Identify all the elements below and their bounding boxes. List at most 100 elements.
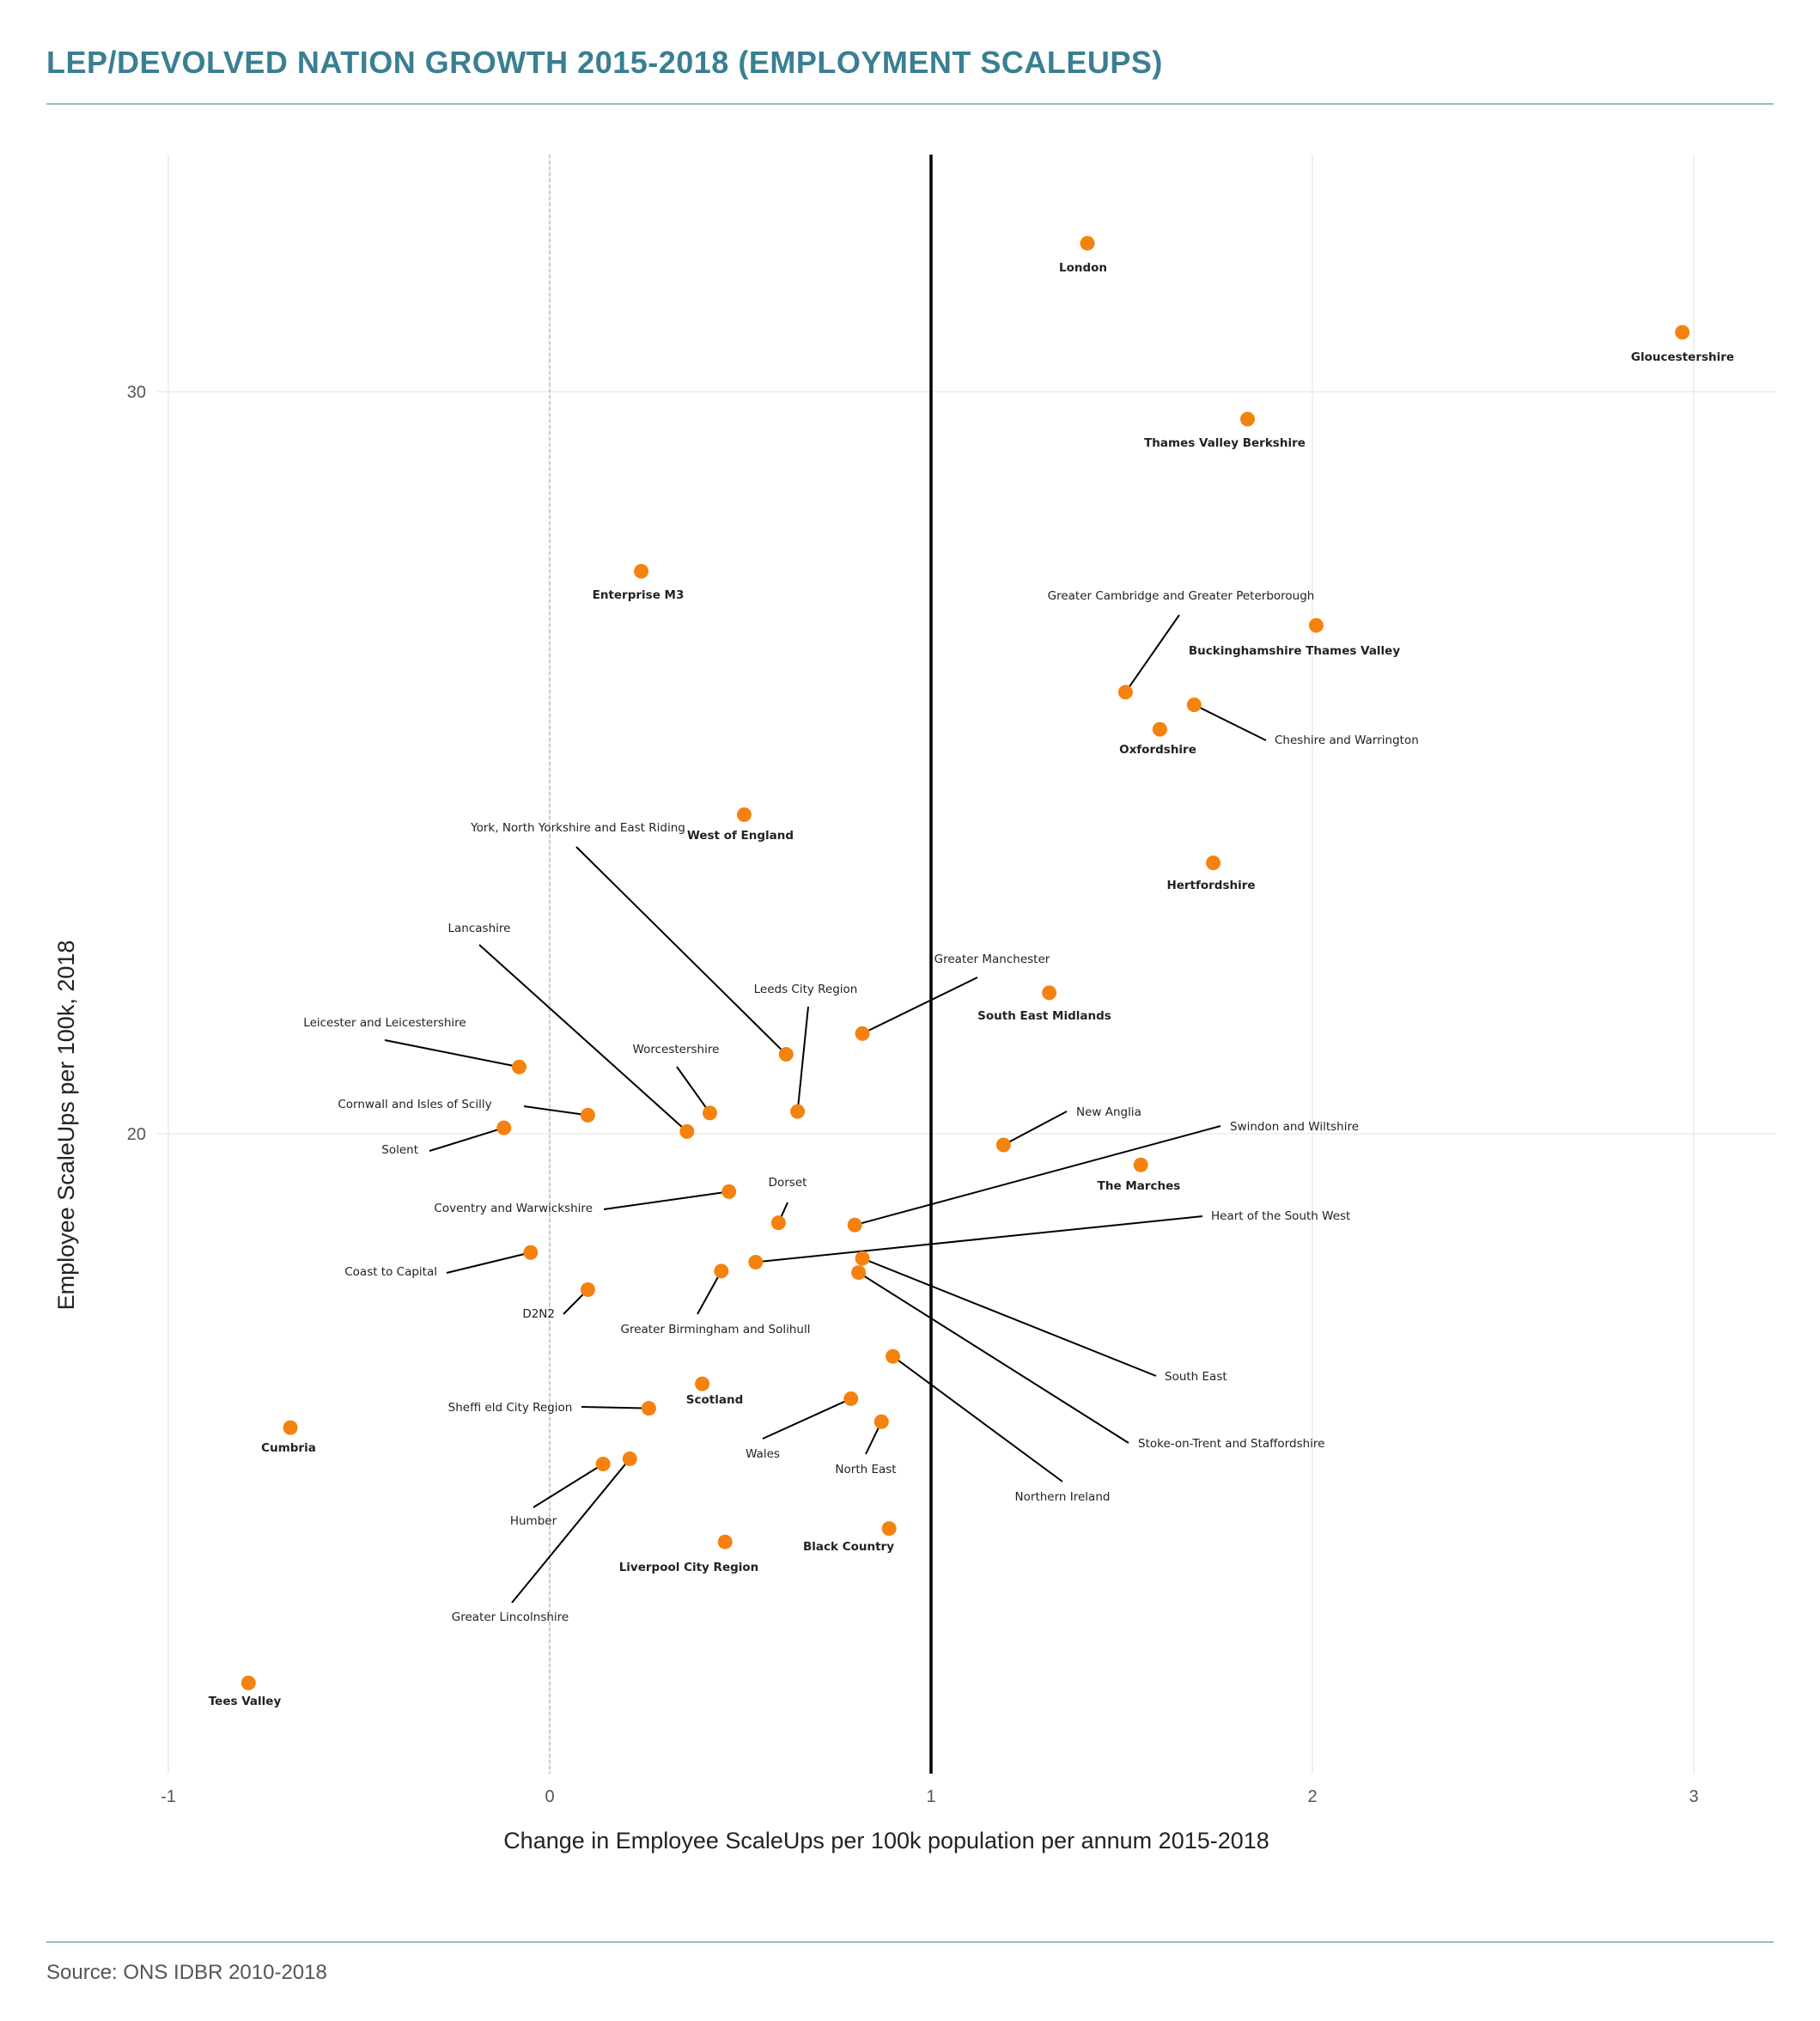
point-label: York, North Yorkshire and East Riding [470, 821, 685, 835]
point-label: Greater Cambridge and Greater Peterborou… [1048, 589, 1315, 603]
data-point [851, 1265, 867, 1281]
point-label: Gloucestershire [1631, 350, 1734, 364]
point-label: Dorset [769, 1176, 807, 1190]
leader-line [384, 1039, 520, 1068]
y-tick-label: 30 [127, 383, 146, 402]
leader-line [523, 1105, 588, 1117]
point-label: Liverpool City Region [619, 1561, 759, 1574]
point-label: South East [1165, 1370, 1227, 1384]
data-point [843, 1391, 859, 1406]
data-point [1308, 618, 1324, 633]
leader-line [1124, 614, 1180, 693]
point-label: Northern Ireland [1015, 1490, 1111, 1504]
source-note: Source: ONS IDBR 2010-2018 [46, 1961, 327, 1984]
data-point [595, 1456, 611, 1471]
point-label: South East Midlands [977, 1009, 1111, 1023]
point-label: The Marches [1098, 1179, 1181, 1193]
leader-line [676, 1066, 711, 1114]
data-point [1117, 685, 1133, 700]
data-point [641, 1401, 656, 1416]
data-point [721, 1184, 737, 1199]
leader-line [755, 1215, 1203, 1263]
leader-line [858, 1271, 1129, 1444]
point-label: Coast to Capital [344, 1265, 437, 1279]
leader-line [762, 1397, 852, 1440]
data-point [702, 1105, 717, 1121]
x-tick-label: -1 [161, 1787, 176, 1806]
data-point [855, 1026, 870, 1041]
point-label: Stoke-on-Trent and Staffordshire [1138, 1437, 1324, 1451]
point-label: Leicester and Leicestershire [303, 1016, 466, 1030]
data-point [1206, 855, 1221, 871]
data-point [523, 1245, 539, 1260]
point-label: Tees Valley [209, 1695, 282, 1708]
point-label: Greater Lincolnshire [452, 1610, 569, 1624]
leader-line [1193, 703, 1267, 741]
x-tick-label: 3 [1689, 1787, 1698, 1806]
data-point [847, 1217, 862, 1233]
data-point [1152, 721, 1167, 737]
data-point [873, 1414, 889, 1429]
point-label: Thames Valley Berkshire [1144, 436, 1306, 450]
point-label: Greater Birmingham and Solihull [621, 1323, 811, 1336]
x-tick-label: 0 [545, 1787, 554, 1806]
leader-line [861, 977, 978, 1035]
point-label: Leeds City Region [754, 983, 858, 996]
leader-line [1002, 1111, 1068, 1146]
data-points [240, 235, 1690, 1690]
point-label: Cumbria [261, 1441, 316, 1455]
point-label: D2N2 [522, 1307, 555, 1321]
data-point [283, 1420, 298, 1435]
point-label: Greater Manchester [934, 953, 1050, 966]
data-point [717, 1534, 733, 1549]
data-point [1042, 985, 1057, 1001]
point-label: Swindon and Wiltshire [1230, 1120, 1359, 1134]
data-point [695, 1376, 710, 1391]
data-point [580, 1281, 595, 1297]
data-point [580, 1107, 595, 1123]
point-label: Scotland [686, 1393, 743, 1407]
x-axis-label: Change in Employee ScaleUps per 100k pop… [503, 1828, 1269, 1854]
data-point [679, 1123, 695, 1139]
point-label: Humber [510, 1514, 557, 1528]
leader-line [603, 1190, 729, 1210]
leader-line [511, 1458, 631, 1604]
axis-ticks: -1 0 1 2 3 20 30 [127, 383, 1699, 1806]
point-label: Buckinghamshire Thames Valley [1189, 644, 1400, 658]
leader-line [697, 1270, 722, 1315]
leader-line [429, 1127, 505, 1152]
leader-line [892, 1355, 1063, 1482]
scatter-plot: -1 0 1 2 3 20 30 London Gloucestershire Thames V… [53, 155, 1776, 1854]
point-label: London [1059, 261, 1107, 275]
point-label: Lancashire [448, 922, 511, 935]
data-point [1240, 411, 1256, 427]
point-labels: London Gloucestershire Thames Valley Berks… [209, 261, 1734, 1708]
data-point [881, 1521, 897, 1537]
data-point [511, 1059, 527, 1074]
x-tick-label: 1 [926, 1787, 935, 1806]
reference-lines [549, 155, 933, 1774]
title-divider [46, 103, 1774, 105]
leader-line [861, 1257, 1157, 1377]
data-point [736, 807, 752, 822]
point-label: Cornwall and Isles of Scilly [338, 1098, 491, 1111]
point-label: North East [835, 1463, 896, 1476]
point-label: Oxfordshire [1119, 743, 1196, 757]
point-label: Worcestershire [633, 1043, 720, 1056]
y-axis-label: Employee ScaleUps per 100k, 2018 [53, 940, 79, 1311]
label-leader-lines [384, 614, 1267, 1604]
leader-line [478, 944, 688, 1133]
data-point [634, 563, 649, 579]
leader-line [581, 1406, 649, 1409]
point-label: West of England [687, 829, 794, 843]
data-point [496, 1120, 512, 1135]
point-label: Solent [381, 1143, 418, 1157]
data-point [855, 1251, 870, 1266]
data-point [240, 1675, 256, 1690]
leader-line [533, 1463, 604, 1508]
source-divider [46, 1941, 1774, 1943]
data-point [1133, 1157, 1148, 1172]
leader-line [575, 846, 787, 1056]
data-point [886, 1348, 901, 1364]
point-label: Heart of the South West [1211, 1209, 1350, 1223]
